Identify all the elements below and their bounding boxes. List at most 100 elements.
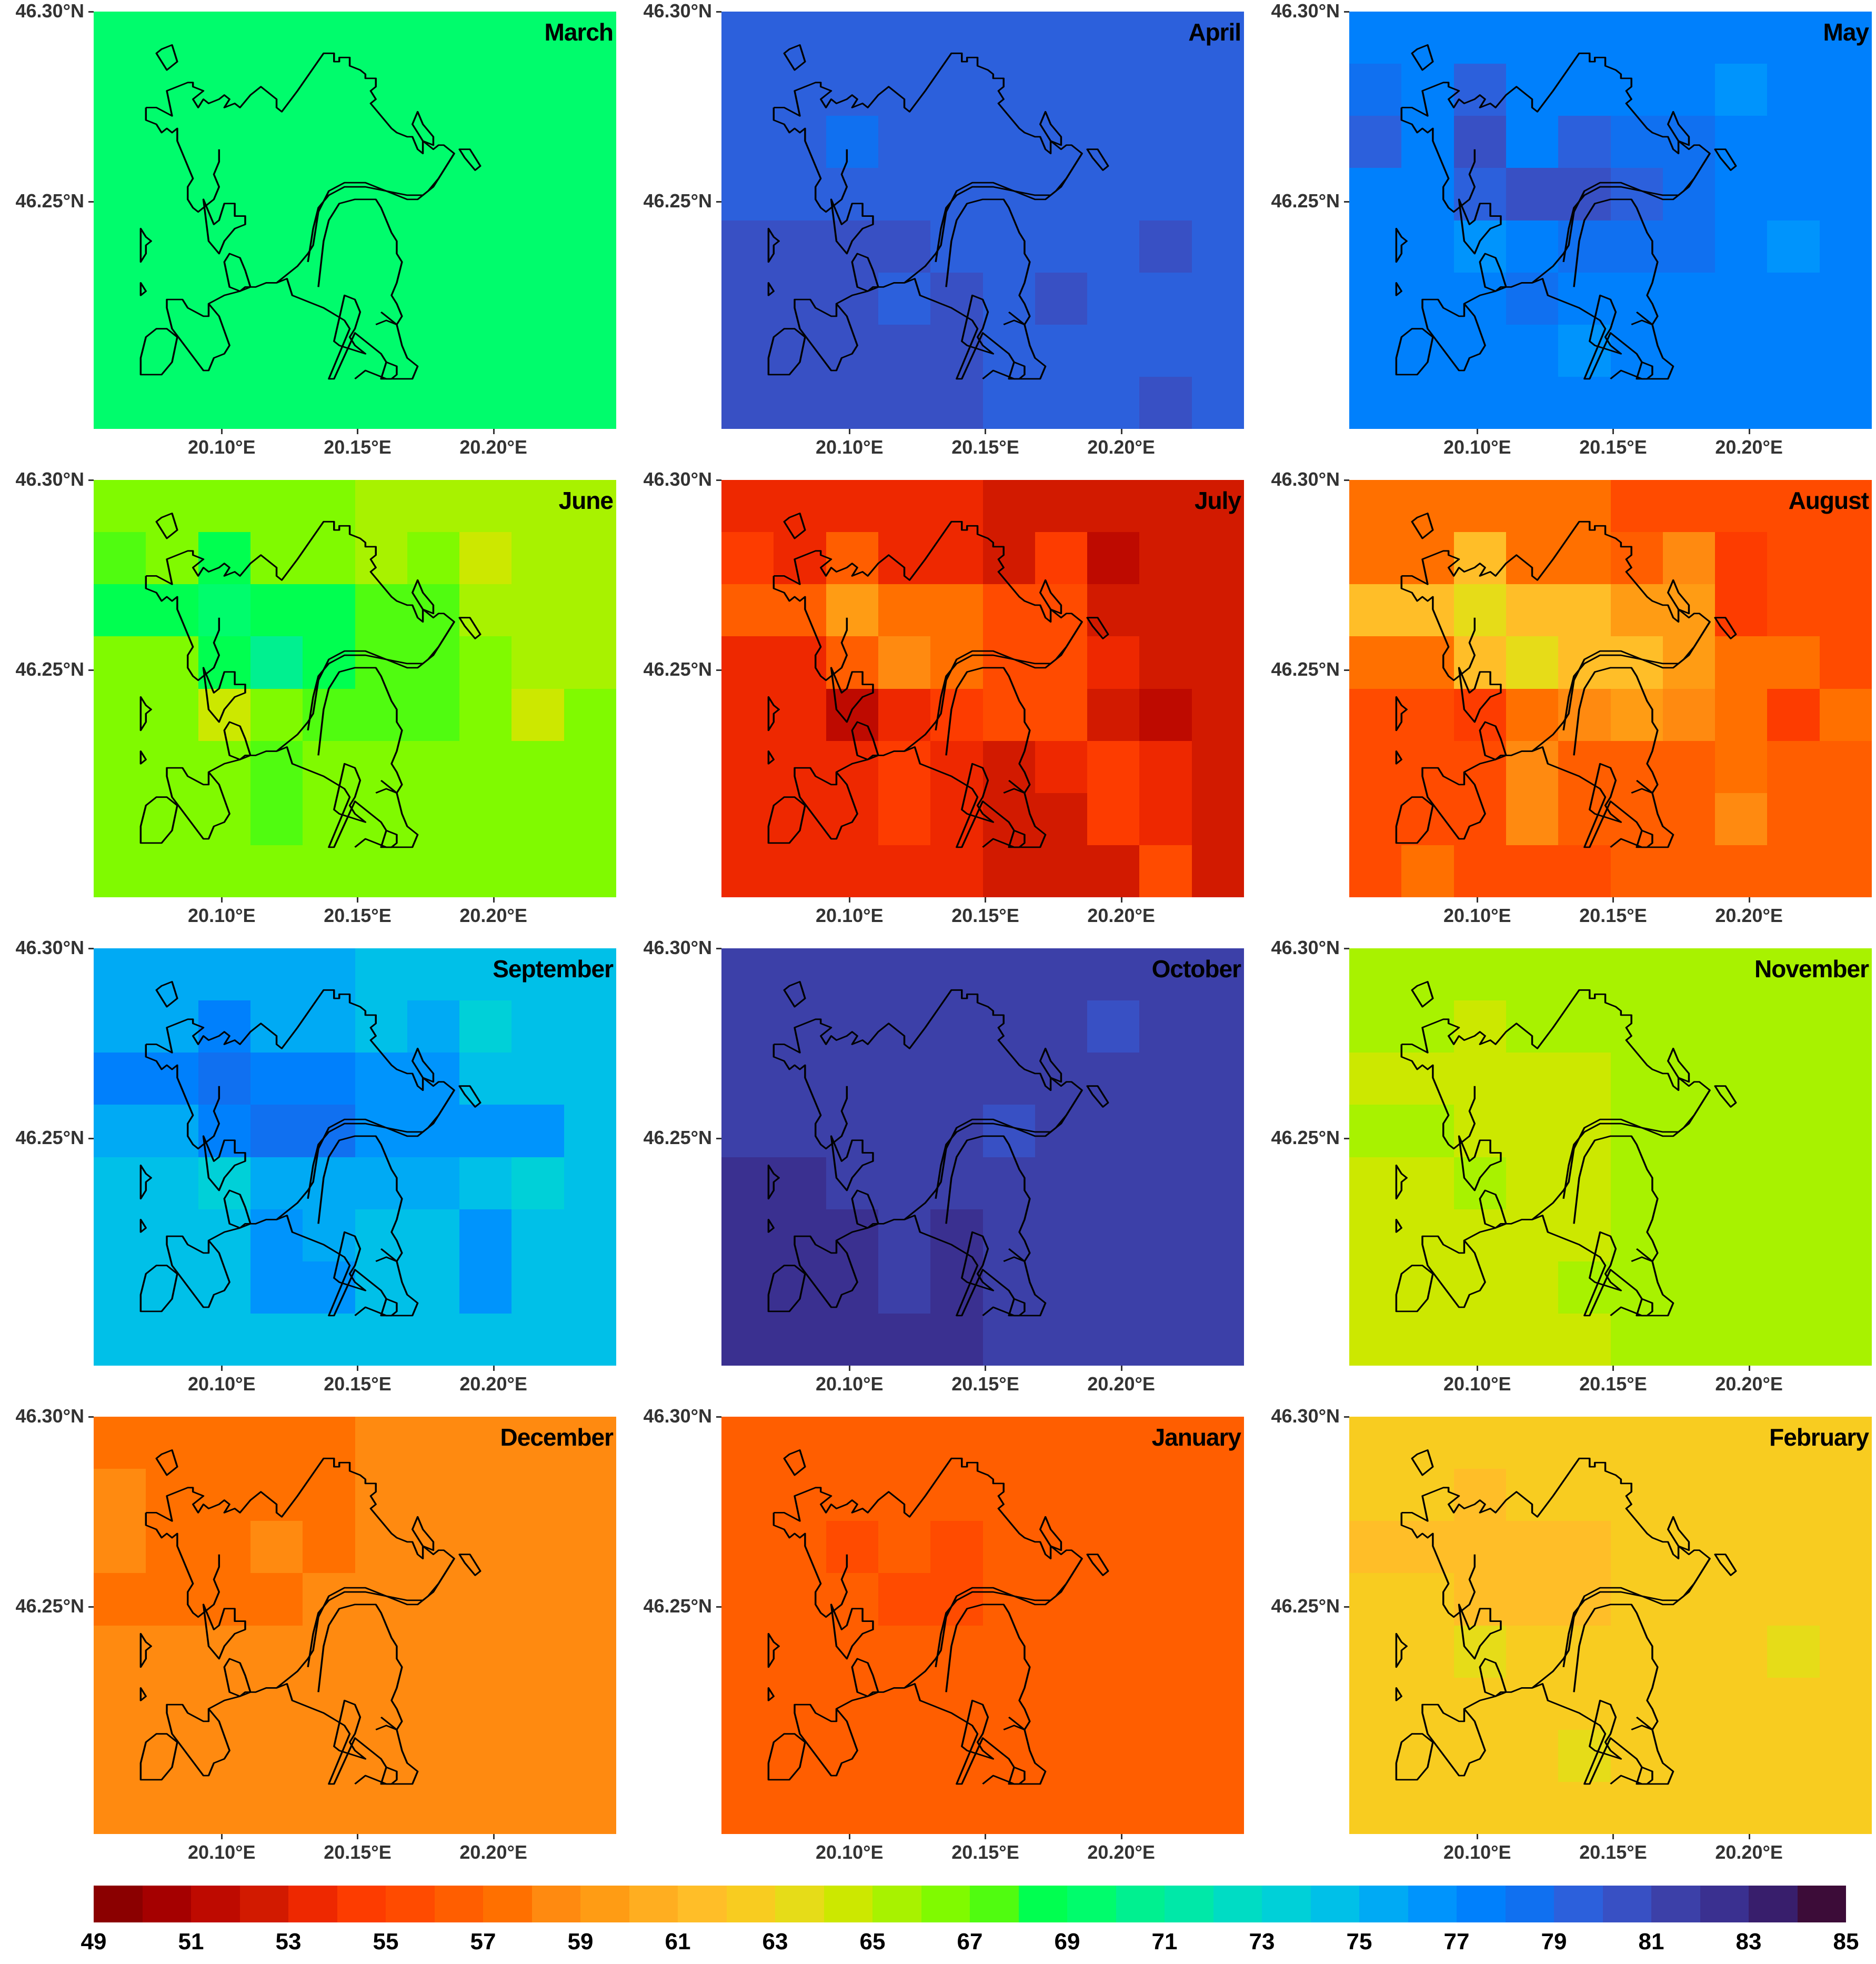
raster-cell [1349, 688, 1402, 741]
x-tick [357, 429, 359, 434]
raster-cell [1662, 948, 1716, 1001]
raster-cell [1401, 584, 1454, 637]
raster-cell [721, 168, 774, 221]
raster-cell [1401, 1521, 1454, 1574]
raster-cell [1715, 1417, 1768, 1469]
raster-cell [303, 1209, 355, 1261]
raster-cell [878, 1677, 931, 1730]
raster-cell [721, 740, 774, 793]
raster-cell [94, 636, 146, 689]
colorbar-swatch [1165, 1886, 1213, 1922]
raster-cell [1662, 688, 1716, 741]
x-tick-label: 20.20°E [1715, 1841, 1783, 1863]
raster-cell [930, 1000, 983, 1053]
raster-cell [94, 168, 146, 221]
raster-cell [1610, 1521, 1663, 1574]
panel-title: July [1194, 487, 1241, 514]
raster-cell [1506, 376, 1559, 429]
raster-cell [303, 1157, 355, 1209]
raster-cell [1349, 1000, 1402, 1053]
raster-cell [1506, 12, 1559, 64]
raster-cell [1191, 1000, 1244, 1053]
raster-cell [1819, 1157, 1872, 1209]
raster-cell [1401, 948, 1454, 1001]
raster-cell [774, 1781, 826, 1834]
raster-cell [930, 948, 983, 1001]
raster-cell [878, 376, 931, 429]
raster-cell [878, 1625, 931, 1678]
raster-cell [198, 12, 250, 64]
colorbar-swatch [775, 1886, 824, 1922]
raster-cell [930, 272, 983, 325]
y-tick-label: 46.30°N [15, 937, 84, 958]
raster-cell [1506, 272, 1559, 325]
raster-cell [1401, 1313, 1454, 1366]
x-tick-label: 20.20°E [459, 1373, 527, 1395]
raster-cell [878, 1209, 931, 1261]
raster-cell [146, 584, 198, 637]
x-tick [1612, 897, 1614, 903]
raster-cell [774, 1521, 826, 1574]
raster-cell [878, 12, 931, 64]
raster-cell [1715, 845, 1768, 897]
raster-cell [564, 1209, 616, 1261]
raster-cell [930, 220, 983, 273]
raster-cell [146, 1313, 198, 1366]
raster-cell [407, 688, 460, 741]
raster-cell [1715, 64, 1768, 116]
raster-cell [198, 1313, 250, 1366]
raster-cell [511, 1781, 564, 1834]
raster-cell [930, 1521, 983, 1574]
raster-cell [511, 116, 564, 168]
raster-cell [1715, 324, 1768, 377]
raster-cell [459, 220, 512, 273]
raster-cell [1401, 1417, 1454, 1469]
colorbar-swatch [191, 1886, 240, 1922]
raster-cell [774, 376, 826, 429]
colorbar-swatch [1310, 1886, 1359, 1922]
raster-cell [303, 948, 355, 1001]
colorbar-swatch [1067, 1886, 1116, 1922]
raster-cell [1819, 793, 1872, 845]
raster-cell [198, 1781, 250, 1834]
raster-cell [878, 1521, 931, 1574]
raster-cell [1349, 168, 1402, 221]
raster-cell [1035, 740, 1088, 793]
raster-cell [1819, 740, 1872, 793]
raster-cell [1662, 1105, 1716, 1157]
raster-cell [1558, 1000, 1611, 1053]
raster-cell [198, 948, 250, 1001]
colorbar-tick-label: 51 [178, 1929, 204, 1955]
panel-title: December [500, 1424, 614, 1451]
raster-cell [250, 1209, 303, 1261]
raster-cell [826, 1781, 878, 1834]
raster-cell [878, 324, 931, 377]
raster-cell [407, 272, 460, 325]
raster-cell [94, 1209, 146, 1261]
raster-cell [1767, 480, 1820, 533]
raster-cell [303, 1677, 355, 1730]
raster-cell [303, 845, 355, 897]
raster-cell [1453, 584, 1506, 637]
raster-cell [459, 1000, 512, 1053]
raster-cell [355, 1417, 407, 1469]
x-tick-label: 20.15°E [1579, 1841, 1647, 1863]
city-boundary-outline [767, 44, 1109, 380]
raster-cell [721, 584, 774, 637]
raster-cell [459, 1417, 512, 1469]
raster-cell [1087, 636, 1140, 689]
raster-cell [94, 845, 146, 897]
raster-cell [721, 324, 774, 377]
raster-cell [1767, 948, 1820, 1001]
raster-cell [146, 1521, 198, 1574]
raster-cell [564, 1573, 616, 1626]
raster-cell [1035, 1729, 1088, 1782]
x-tick [985, 1366, 987, 1371]
raster-cell [94, 1053, 146, 1105]
raster-cell [1139, 1417, 1192, 1469]
raster-cell [564, 1625, 616, 1678]
raster-cell [1506, 116, 1559, 168]
raster-cell [511, 845, 564, 897]
raster-cell [1662, 1573, 1716, 1626]
raster-cell [1715, 1157, 1768, 1209]
